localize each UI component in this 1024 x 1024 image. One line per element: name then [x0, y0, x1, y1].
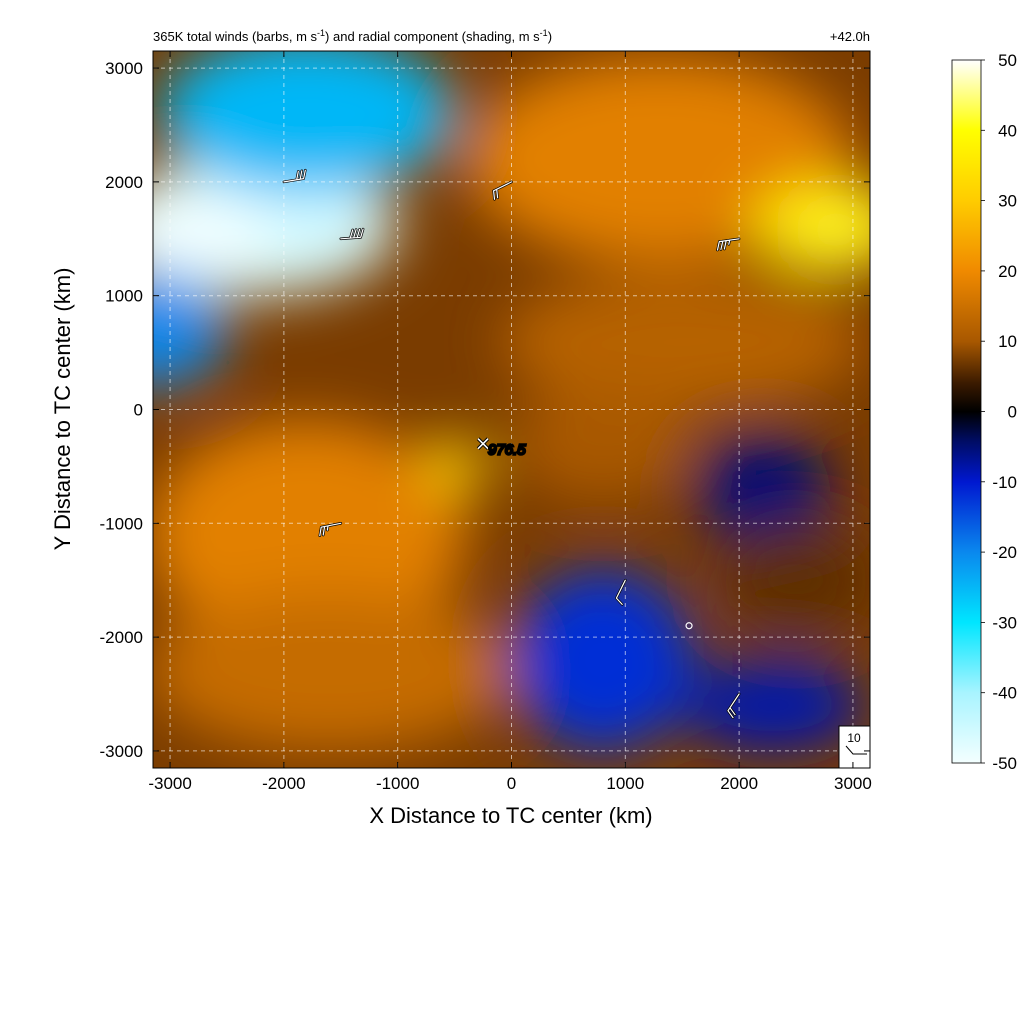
shading-outflow-northeast: [465, 56, 853, 262]
shading-inflow-northwest-core: [153, 198, 273, 268]
center-marker-icon: [477, 438, 489, 450]
colorbar-gradient: [951, 59, 982, 764]
colorbar-tick-label: 30: [998, 192, 1017, 211]
x-axis: -3000 -2000 -1000 0 1000 2000 3000: [148, 51, 872, 793]
shading-outflow-southwest: [153, 420, 466, 649]
colorbar-tick-label: 10: [998, 332, 1017, 351]
colorbar-tick-label: -50: [992, 754, 1017, 773]
y-tick-label: 0: [134, 401, 143, 420]
y-tick-label: 1000: [105, 287, 143, 306]
wind-barbs: [282, 168, 741, 719]
shading-outflow-east-jet-core: [801, 209, 870, 251]
colorbar-tick-label: -20: [992, 543, 1017, 562]
y-axis-label: Y Distance to TC center (km): [50, 268, 75, 551]
wind-barb: [727, 693, 740, 719]
x-tick-label: -2000: [262, 774, 305, 793]
shading-outflow-east-south: [716, 523, 870, 638]
wind-barb: [716, 238, 740, 251]
center-pressure-label: 976.5: [488, 442, 526, 459]
x-tick-label: 1000: [606, 774, 644, 793]
shading-outflow-center-east: [511, 386, 694, 501]
y-axis: -3000 -2000 -1000 0 1000 2000 3000: [100, 59, 870, 761]
wind-barb: [615, 579, 626, 605]
colorbar-tick-label: -10: [992, 473, 1017, 492]
colorbar-tick-label: -40: [992, 684, 1017, 703]
x-tick-label: -3000: [148, 774, 191, 793]
shading-inflow-south: [511, 568, 694, 751]
shading-inflow-east: [693, 432, 831, 547]
wind-barb: [340, 228, 364, 240]
colorbar-tick-label: 50: [998, 51, 1017, 70]
x-tick-label: 2000: [720, 774, 758, 793]
shading-inflow-southeast: [682, 659, 865, 751]
wind-barb: [493, 181, 513, 200]
colorbar-ticks: -50 -40 -30 -20 -10 0 10 20 30 40 50: [981, 51, 1017, 773]
x-tick-label: -1000: [376, 774, 419, 793]
y-tick-label: -1000: [100, 514, 143, 533]
y-tick-label: 2000: [105, 173, 143, 192]
colorbar: -50 -40 -30 -20 -10 0 10 20 30 40 50: [951, 51, 1017, 773]
colorbar-tick-label: 20: [998, 262, 1017, 281]
colorbar-tick-label: -30: [992, 613, 1017, 632]
x-tick-label: 0: [507, 774, 516, 793]
forecast-hour-label: +42.0h: [830, 29, 870, 44]
shading-inflow-west-edge: [153, 272, 227, 387]
reference-barb-label: 10: [847, 731, 861, 745]
shading-outflow-south: [153, 591, 512, 751]
plot-area: 976.5: [153, 51, 870, 768]
colorbar-tick-label: 0: [1008, 403, 1017, 422]
chart-title: 365K total winds (barbs, m s-1) and radi…: [153, 28, 552, 44]
x-axis-label: X Distance to TC center (km): [369, 803, 652, 828]
wind-barb: [319, 522, 342, 537]
y-tick-label: 3000: [105, 59, 143, 78]
markers: 976.5: [476, 437, 693, 630]
small-circle-marker: [685, 622, 693, 630]
reference-barb-icon: [845, 745, 867, 755]
colorbar-tick-label: 40: [998, 121, 1017, 140]
x-tick-label: 3000: [834, 774, 872, 793]
radial-shading: [153, 51, 870, 751]
reference-barb-box: 10: [838, 725, 871, 769]
shading-outflow-west-center: [426, 437, 484, 495]
y-tick-label: -2000: [100, 628, 143, 647]
y-tick-label: -3000: [100, 742, 143, 761]
wind-barb: [283, 169, 306, 183]
shading-outflow-east-mid: [500, 272, 865, 410]
shading-inflow-north: [158, 51, 455, 194]
